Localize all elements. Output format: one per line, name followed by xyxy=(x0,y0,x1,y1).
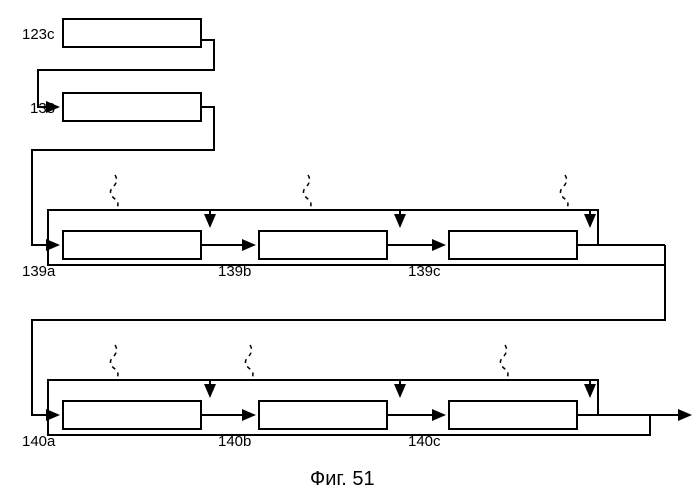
label-140a: 140a xyxy=(22,433,55,450)
box-139c xyxy=(448,230,578,260)
label-139b: 139b xyxy=(218,263,251,280)
box-140a xyxy=(62,400,202,430)
label-140b: 140b xyxy=(218,433,251,450)
box-140c xyxy=(448,400,578,430)
box-138 xyxy=(62,92,202,122)
box-140b xyxy=(258,400,388,430)
diagram-canvas: 123c 138 139a 139b 139c 140a 140b 140c Ф… xyxy=(0,0,699,500)
label-139a: 139a xyxy=(22,263,55,280)
label-138: 138 xyxy=(30,100,55,117)
label-123c: 123c xyxy=(22,26,55,43)
figure-caption: Фиг. 51 xyxy=(310,468,375,491)
label-140c: 140c xyxy=(408,433,441,450)
box-139a xyxy=(62,230,202,260)
box-139b xyxy=(258,230,388,260)
box-123c xyxy=(62,18,202,48)
label-139c: 139c xyxy=(408,263,441,280)
